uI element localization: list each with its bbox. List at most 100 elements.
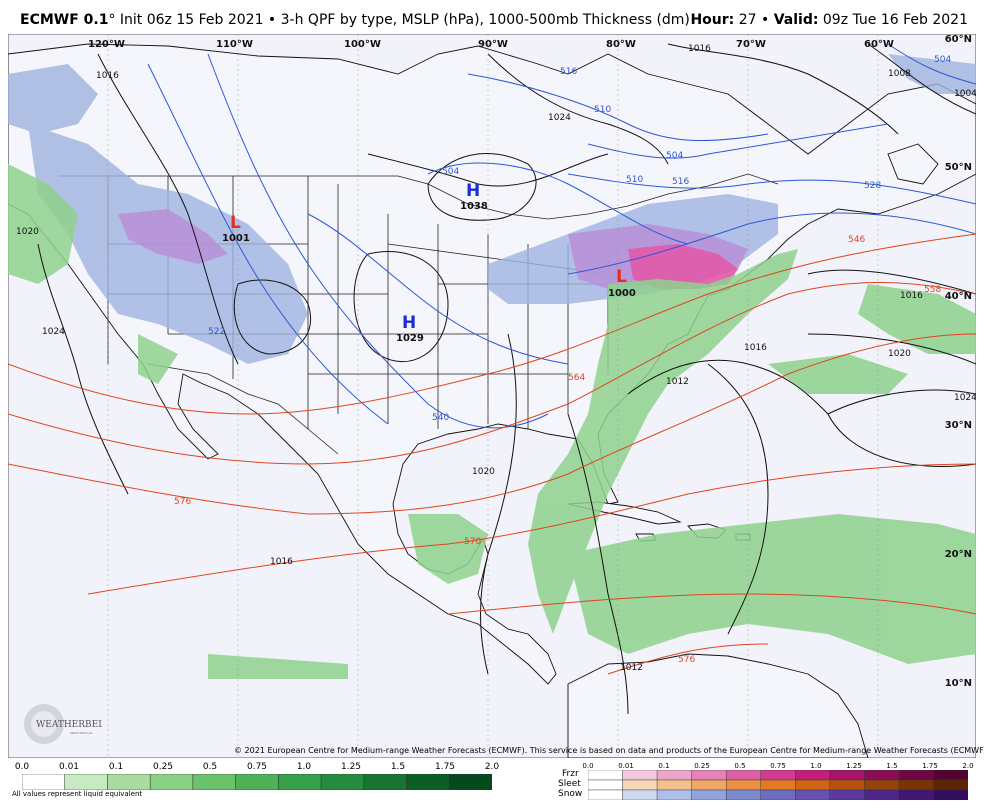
isobar-label: 1024 — [42, 327, 65, 337]
weather-map: 120°W 110°W 100°W 90°W 80°W 70°W 60°W 60… — [8, 34, 976, 758]
isobar — [807, 269, 976, 295]
precip-legend-swatch — [278, 774, 322, 790]
ptype-legend-swatch — [691, 770, 727, 781]
thickness-line — [147, 63, 389, 425]
title-description: Init 06z 15 Feb 2021 • 3-h QPF by type, … — [115, 12, 690, 28]
rain-east-coast — [528, 249, 798, 634]
copyright-notice: © 2021 European Centre for Medium-range … — [234, 746, 984, 755]
ptype-legend-tick: 0.75 — [770, 762, 786, 770]
thickness-label: 528 — [864, 181, 881, 191]
logo-text: WEATHERBELL — [36, 720, 102, 730]
isobar-label: 1016 — [744, 343, 767, 353]
ptype-legend-swatch — [588, 789, 623, 800]
isobar — [827, 389, 976, 467]
ptype-legend-swatch — [725, 789, 761, 800]
thickness-label: 510 — [626, 175, 643, 185]
thickness-label: 576 — [678, 655, 695, 665]
ptype-legend-swatch — [588, 770, 623, 781]
precip-legend-swatch — [149, 774, 194, 790]
thickness-line — [887, 43, 976, 85]
longitude-labels: 120°W 110°W 100°W 90°W 80°W 70°W 60°W — [88, 39, 894, 50]
isobar-label: 1012 — [666, 377, 689, 387]
thickness-line — [207, 53, 549, 429]
isobars — [37, 43, 976, 715]
ptype-legend-tick: 0.1 — [658, 762, 670, 770]
degree-symbol: ° — [108, 12, 116, 28]
isobar-label: 1024 — [548, 113, 571, 123]
ptype-legend-tick: 0.0 — [582, 762, 594, 770]
lon-label: 60°W — [864, 39, 894, 50]
ptype-label-snow: Snow — [558, 789, 583, 799]
thickness-label: 504 — [934, 55, 951, 65]
lat-label: 20°N — [945, 549, 972, 560]
ptype-legend-tick: 0.5 — [734, 762, 746, 770]
ptype-legend-tick: 2.0 — [962, 762, 974, 770]
newfoundland-outline — [887, 143, 939, 185]
precip-legend-swatch — [64, 774, 108, 790]
ptype-legend-swatch — [933, 770, 968, 781]
rain-atlantic-band — [858, 284, 976, 354]
precip-legend: 0.0 0.01 0.1 0.25 0.5 0.75 1.0 1.25 1.5 1.75 2.0 — [12, 760, 499, 808]
precip-legend-tick: 1.5 — [390, 762, 406, 772]
precip-legend-swatch — [192, 774, 236, 790]
ptype-legend-swatch — [760, 789, 796, 800]
ptype-legend-tick: 1.75 — [922, 762, 938, 770]
ptype-legend-swatch — [622, 779, 658, 791]
thickness-line — [567, 173, 976, 205]
lon-label: 70°W — [736, 39, 766, 50]
isobar-label: 1016 — [688, 44, 711, 54]
ptype-legend-swatch — [933, 789, 968, 800]
precip-legend-swatch — [363, 774, 407, 790]
isobar-labels: 1016 1016 1008 1004 1024 1020 1024 1020 … — [16, 44, 976, 673]
lat-label: 30°N — [945, 420, 972, 431]
ptype-legend-swatch — [795, 770, 831, 781]
thickness-label: 540 — [432, 413, 449, 423]
ptype-legend-swatch — [691, 779, 727, 791]
ptype-legend-swatch — [864, 789, 900, 800]
rain-mexico-west — [138, 334, 178, 384]
valid-label: Valid: — [773, 12, 819, 28]
thickness-label: 522 — [208, 327, 225, 337]
thickness-line — [8, 233, 976, 415]
ptype-legend-swatch — [898, 770, 934, 781]
thickness-line — [87, 463, 976, 595]
isobar — [667, 43, 899, 135]
isobar — [487, 53, 669, 165]
precip-legend-bar — [22, 774, 492, 790]
ptype-legend-swatch — [622, 770, 658, 781]
isobar — [97, 53, 239, 365]
ptype-label-sleet: Sleet — [558, 779, 581, 789]
isobar — [480, 333, 517, 675]
legend-note: All values represent liquid equivalent — [12, 790, 143, 798]
isobar-label: 1016 — [270, 557, 293, 567]
ptype-legend-swatch — [933, 779, 968, 791]
thickness-cold-lines — [147, 43, 976, 429]
isobar-label: 1020 — [16, 227, 39, 237]
precip-legend-swatch — [320, 774, 365, 790]
thickness-line — [467, 73, 769, 142]
south-america-outline — [567, 653, 869, 758]
thickness-line — [447, 593, 976, 615]
hour-label: Hour: — [690, 12, 735, 28]
ptype-legend-swatch — [656, 779, 692, 791]
precip-legend-tick: 1.75 — [434, 762, 456, 772]
ptype-legend-swatch — [795, 789, 831, 800]
ptype-legend-tick: 0.25 — [694, 762, 710, 770]
ptype-legend-tick: 1.5 — [886, 762, 898, 770]
isobar — [807, 333, 976, 365]
frzr-northeast — [628, 244, 738, 289]
thickness-label: 546 — [848, 235, 865, 245]
thickness-warm-lines — [8, 233, 976, 675]
snow-canada-east — [888, 54, 976, 94]
precip-legend-swatch — [22, 774, 65, 790]
lat-label: 40°N — [945, 291, 972, 302]
ptype-legend-tick: 0.01 — [618, 762, 634, 770]
rain-east-pacific — [208, 654, 348, 679]
weatherbell-logo: WEATHERBELL ANALYTICS LLC — [24, 704, 102, 744]
thickness-line — [8, 333, 976, 515]
ptype-legend-bar — [588, 770, 968, 800]
isobar-label: 1008 — [888, 69, 911, 79]
isobar — [707, 363, 769, 635]
lon-label: 100°W — [344, 39, 381, 50]
isobar — [567, 413, 629, 715]
